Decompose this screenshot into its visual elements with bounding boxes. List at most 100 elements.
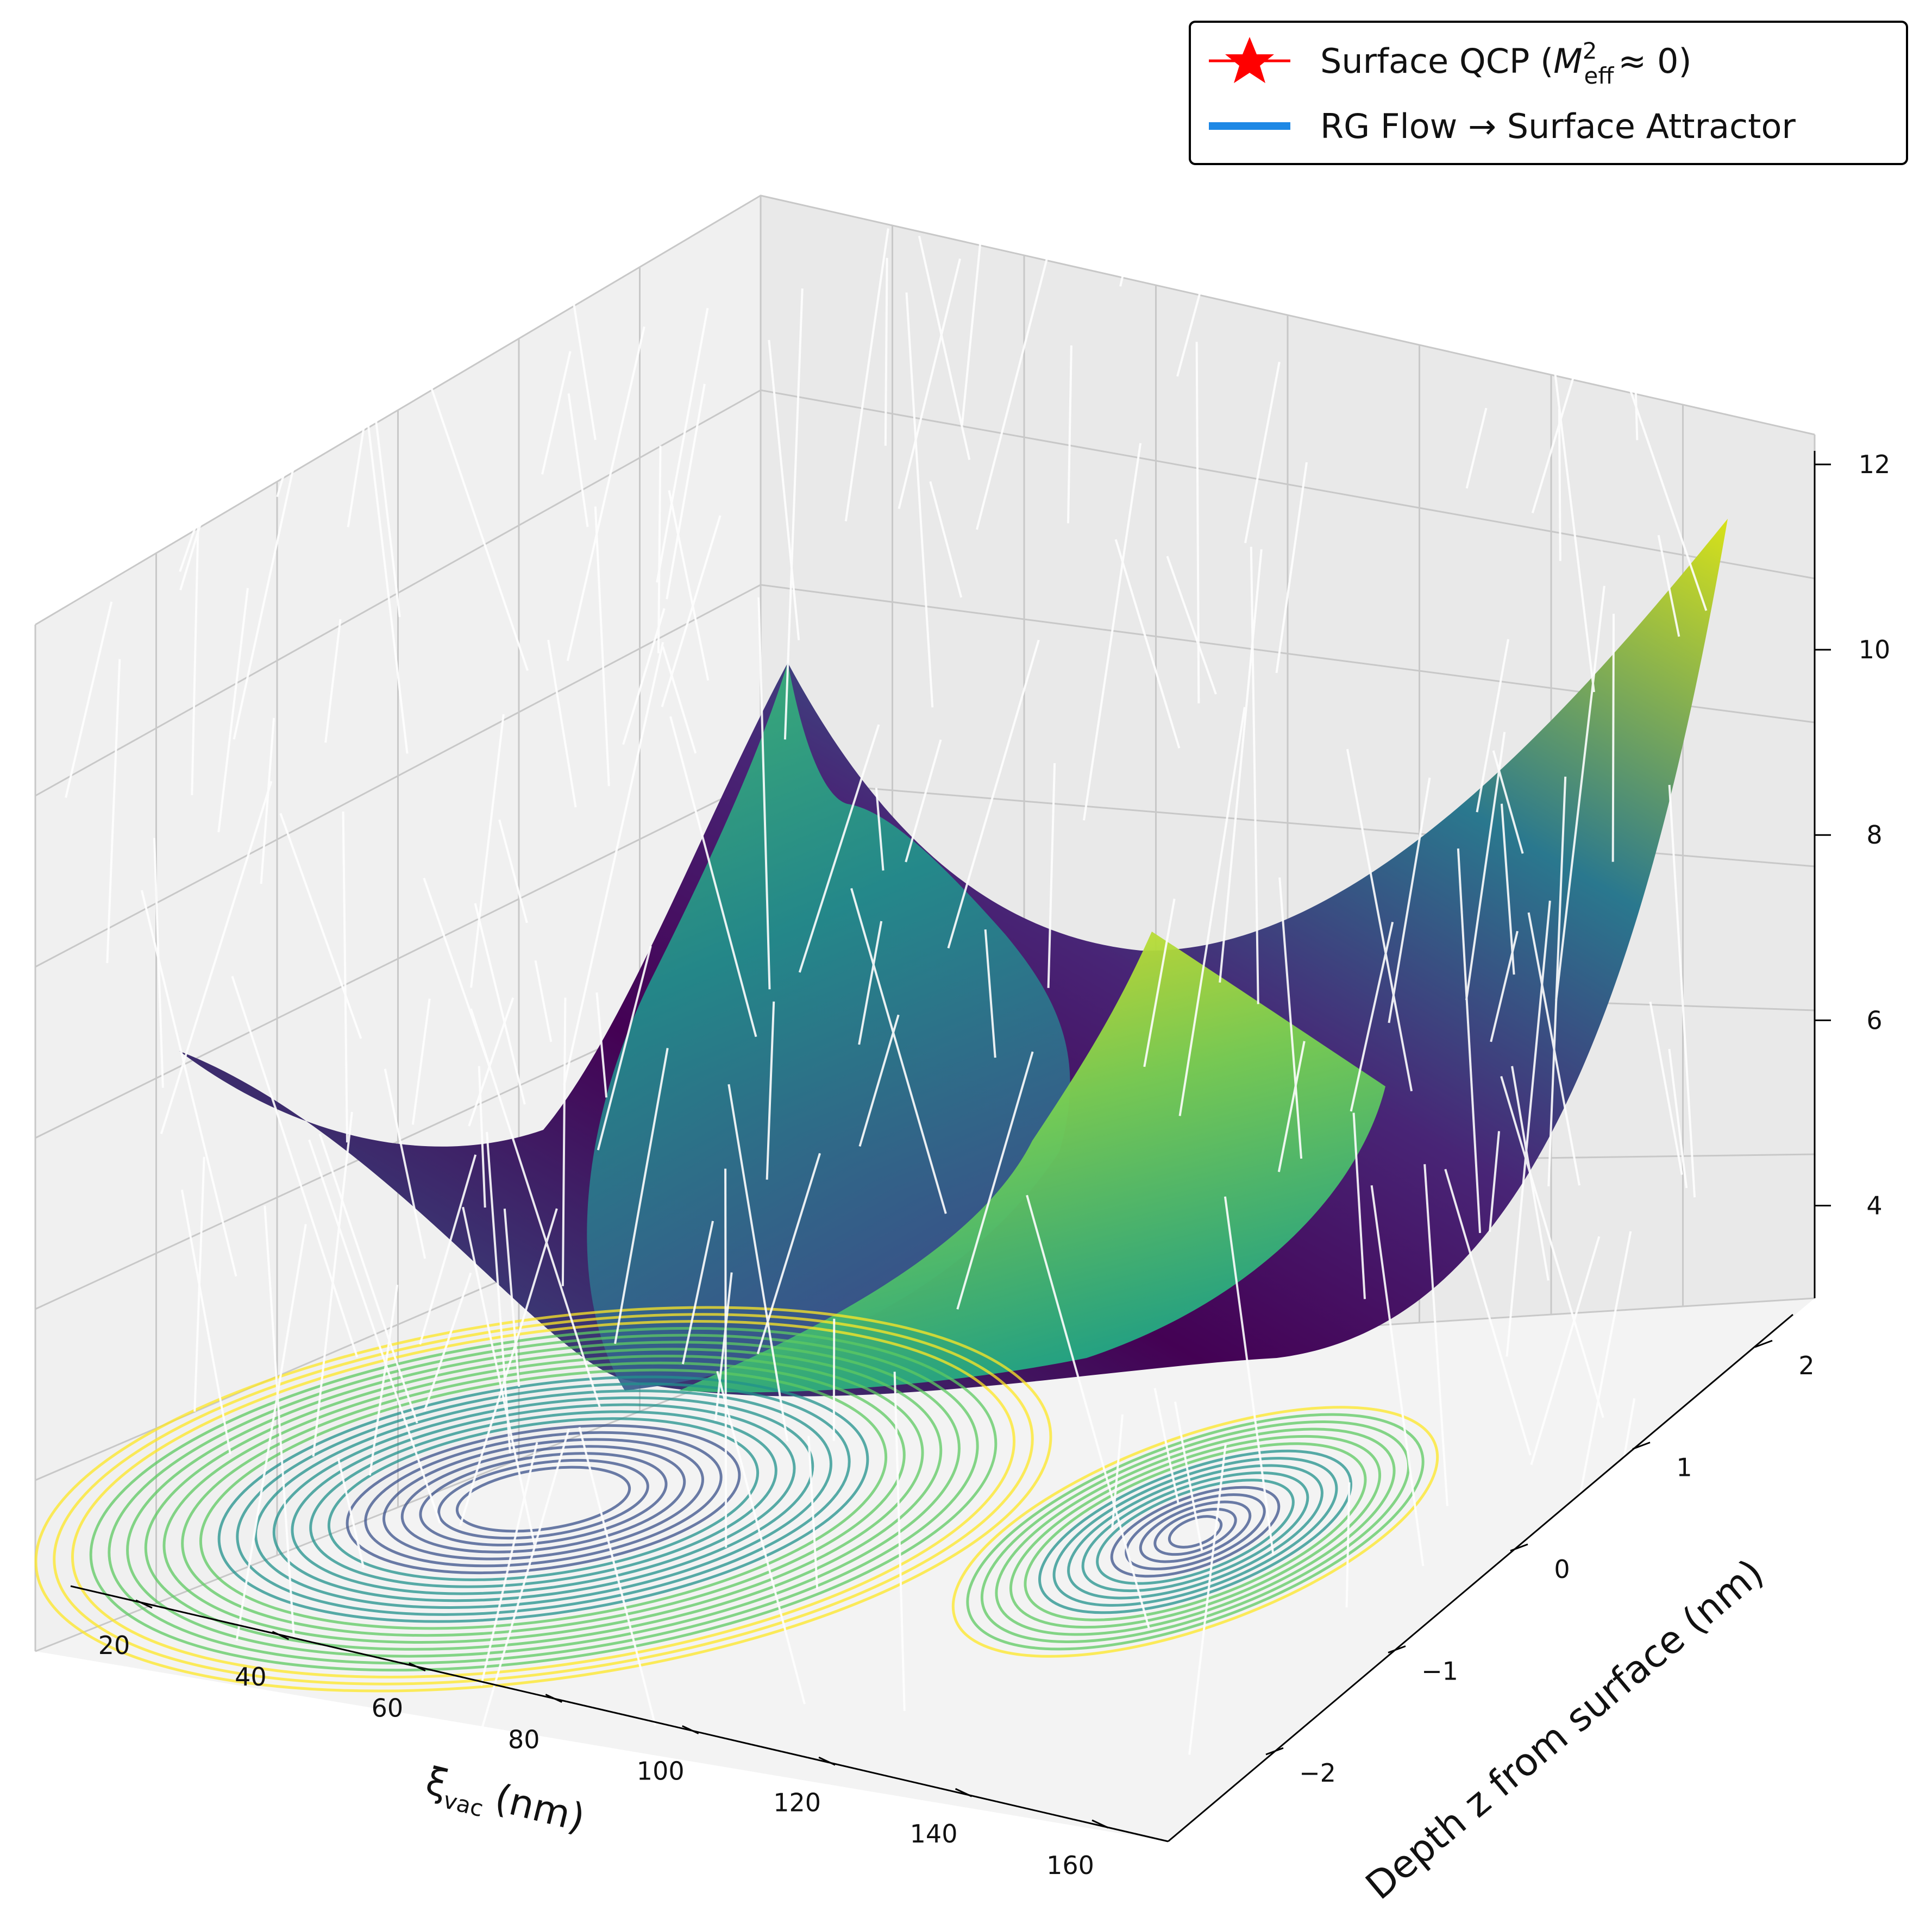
flow-line bbox=[1506, 901, 1551, 1357]
contour-line bbox=[291, 1403, 796, 1595]
x-tick-label: 60 bbox=[372, 1694, 404, 1723]
flow-line bbox=[858, 1014, 900, 1147]
flow-line bbox=[1492, 750, 1524, 854]
surface-c bbox=[679, 932, 1385, 1393]
flow-line bbox=[233, 345, 322, 740]
flow-line bbox=[1114, 539, 1181, 749]
contour-line bbox=[951, 1406, 1439, 1658]
contour-line bbox=[254, 1389, 832, 1609]
flow-line bbox=[905, 739, 942, 863]
flow-line bbox=[1275, 462, 1308, 674]
y-tick-label: 2 bbox=[1798, 1351, 1814, 1380]
flow-line bbox=[368, 1285, 399, 1476]
flow-line bbox=[956, 1051, 1034, 1310]
y-tick bbox=[1754, 1340, 1773, 1348]
flow-line bbox=[578, 1426, 657, 1726]
contour-line bbox=[382, 1438, 704, 1561]
flow-line bbox=[1188, 1443, 1227, 1755]
y-tick bbox=[1632, 1442, 1651, 1450]
axis-edges bbox=[70, 451, 1816, 1842]
flow-line bbox=[1558, 408, 1561, 561]
flow-line bbox=[1500, 803, 1515, 975]
flow-line bbox=[264, 1205, 295, 1638]
flow-line bbox=[884, 257, 888, 446]
flow-line bbox=[807, 1436, 819, 1589]
x-tick-label: 140 bbox=[910, 1819, 958, 1848]
flow-line bbox=[468, 997, 515, 1127]
flow-line bbox=[1530, 1236, 1601, 1466]
x-tick-label: 100 bbox=[637, 1756, 685, 1785]
flow-line bbox=[498, 819, 528, 923]
x-tick bbox=[545, 1694, 562, 1703]
flow-line bbox=[260, 718, 275, 884]
flow-line bbox=[384, 1068, 426, 1259]
flow-line bbox=[279, 813, 362, 1039]
legend-qcp-label: Surface QCP (M2 eff ≈ 0) bbox=[1320, 37, 1692, 89]
star-icon bbox=[1225, 37, 1274, 83]
flow-line bbox=[1370, 1185, 1425, 1567]
flow-line bbox=[566, 326, 645, 661]
z-ticks: 4 6 8 10 12 bbox=[1815, 450, 1890, 1220]
flow-line bbox=[1444, 1168, 1532, 1456]
flow-line bbox=[1111, 1414, 1124, 1530]
flow-line bbox=[547, 639, 577, 808]
flow-line bbox=[1278, 877, 1303, 1159]
x-tick bbox=[272, 1631, 290, 1640]
y-tick bbox=[1510, 1543, 1528, 1552]
flow-line bbox=[1244, 361, 1281, 544]
flow-line bbox=[276, 191, 369, 498]
surface-b bbox=[587, 663, 1070, 1391]
flow-line bbox=[783, 288, 804, 740]
flow-line bbox=[486, 1131, 511, 1454]
flow-line bbox=[385, 255, 529, 671]
y-ticks: −2 −1 0 1 2 bbox=[1265, 1340, 1815, 1788]
flow-line bbox=[191, 525, 199, 795]
flow-line bbox=[844, 228, 889, 521]
flow-line bbox=[1465, 407, 1488, 489]
flow-line bbox=[480, 1442, 538, 1686]
flow-line bbox=[832, 1318, 836, 1441]
flow-line bbox=[478, 1066, 486, 1208]
flow-line bbox=[1174, 1401, 1203, 1551]
contour-line bbox=[144, 1348, 943, 1651]
flow-line bbox=[1668, 784, 1696, 1198]
flow-line bbox=[1277, 1041, 1306, 1172]
flow-line bbox=[1083, 443, 1142, 821]
flow-line bbox=[893, 1372, 906, 1711]
flow-line bbox=[469, 1008, 601, 1408]
flow-line bbox=[918, 235, 971, 460]
flow-line bbox=[324, 619, 342, 743]
y-tick-label: −2 bbox=[1299, 1758, 1336, 1788]
contour-line bbox=[34, 1306, 1052, 1693]
flow-line bbox=[681, 1221, 714, 1364]
flow-line bbox=[308, 1139, 441, 1524]
flow-line bbox=[1345, 1482, 1351, 1608]
flow-line bbox=[179, 209, 306, 572]
flow-line bbox=[337, 1457, 365, 1569]
flow-line bbox=[929, 481, 963, 598]
contour-line bbox=[1125, 1493, 1266, 1570]
contour-line bbox=[199, 1368, 888, 1630]
flow-line bbox=[160, 781, 273, 1134]
flow-line bbox=[180, 1190, 231, 1455]
flow-line bbox=[362, 313, 401, 618]
x-axis-label: ξvac (nm) bbox=[420, 1758, 589, 1846]
flow-line bbox=[669, 716, 757, 1037]
flow-line bbox=[474, 903, 526, 1105]
flow-line bbox=[1119, 200, 1141, 287]
flow-line bbox=[231, 976, 359, 1358]
flow-line bbox=[1176, 207, 1224, 377]
legend-box bbox=[1189, 21, 1908, 165]
flow-line bbox=[470, 714, 505, 988]
grid-line bbox=[35, 389, 1815, 797]
flow-line bbox=[318, 1133, 418, 1424]
y-tick bbox=[1265, 1747, 1284, 1756]
contour-line bbox=[126, 1341, 961, 1658]
flow-line bbox=[1547, 776, 1567, 1186]
x-tick-label: 120 bbox=[773, 1788, 821, 1817]
flow-line bbox=[614, 1048, 669, 1344]
x-ticks: 20 40 60 80 100 120 140 160 bbox=[98, 1599, 1109, 1880]
flow-line bbox=[459, 1208, 558, 1526]
flow-line bbox=[1527, 912, 1581, 1186]
